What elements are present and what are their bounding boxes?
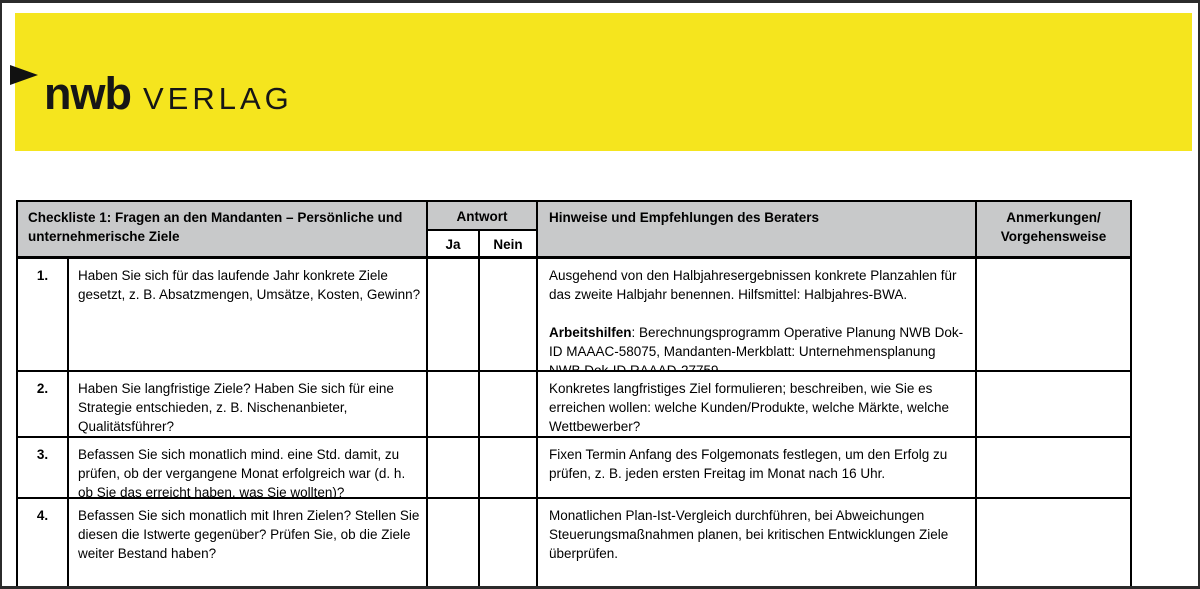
notes-cell[interactable] bbox=[977, 372, 1130, 436]
question-cell: Befassen Sie sich monatlich mit Ihren Zi… bbox=[69, 499, 426, 586]
logo-verlag-text: VERLAG bbox=[142, 81, 293, 116]
header-anmerkungen: Anmerkungen/ Vorgehensweise bbox=[977, 202, 1130, 257]
header-nein-label: Nein bbox=[493, 237, 523, 252]
hint-paragraph: Arbeitshilfen: wie 1. bbox=[549, 582, 969, 586]
header-ja: Ja bbox=[428, 231, 478, 257]
hints-cell: Fixen Termin Anfang des Folgemonats fest… bbox=[538, 438, 975, 497]
notes-cell[interactable] bbox=[977, 259, 1130, 370]
answer-nein-cell[interactable] bbox=[480, 259, 536, 370]
header-antwort: Antwort bbox=[428, 202, 536, 229]
nwb-arrow-icon bbox=[10, 65, 38, 85]
hint-paragraph: Fixen Termin Anfang des Folgemonats fest… bbox=[549, 447, 948, 481]
hints-cell: Konkretes langfristiges Ziel formulieren… bbox=[538, 372, 975, 436]
header-nein: Nein bbox=[480, 231, 536, 257]
header-checklist-title: Checkliste 1: Fragen an den Mandanten – … bbox=[18, 202, 426, 257]
hint-paragraph: Ausgehend von den Halbjahresergebnissen … bbox=[549, 268, 957, 302]
header-anmerkungen-line2: Vorgehensweise bbox=[1000, 229, 1107, 244]
row-number: 4. bbox=[18, 499, 67, 586]
brand-banner bbox=[15, 13, 1192, 151]
header-hinweise: Hinweise und Empfehlungen des Beraters bbox=[538, 202, 975, 257]
hint-paragraph: Konkretes langfristiges Ziel formulieren… bbox=[549, 381, 949, 434]
row-number: 2. bbox=[18, 372, 67, 436]
answer-ja-cell[interactable] bbox=[428, 259, 478, 370]
checklist-table: Checkliste 1: Fragen an den Mandanten – … bbox=[16, 200, 1132, 586]
header-anmerkungen-line1: Anmerkungen/ bbox=[1006, 210, 1101, 225]
answer-ja-cell[interactable] bbox=[428, 438, 478, 497]
nwb-verlag-logo: nwb VERLAG bbox=[44, 71, 293, 128]
question-cell: Befassen Sie sich monatlich mind. eine S… bbox=[69, 438, 426, 497]
hints-cell: Monatlichen Plan-Ist-Vergleich durchführ… bbox=[538, 499, 975, 586]
hint-paragraph: Arbeitshilfen: Berechnungsprogramm Opera… bbox=[549, 325, 964, 370]
hint-paragraph: Monatlichen Plan-Ist-Vergleich durchführ… bbox=[549, 508, 949, 561]
row-number: 1. bbox=[18, 259, 67, 370]
row-number: 3. bbox=[18, 438, 67, 497]
logo-nwb-text: nwb bbox=[44, 68, 132, 119]
answer-ja-cell[interactable] bbox=[428, 499, 478, 586]
answer-nein-cell[interactable] bbox=[480, 499, 536, 586]
answer-ja-cell[interactable] bbox=[428, 372, 478, 436]
notes-cell[interactable] bbox=[977, 499, 1130, 586]
question-cell: Haben Sie langfristige Ziele? Haben Sie … bbox=[69, 372, 426, 436]
notes-cell[interactable] bbox=[977, 438, 1130, 497]
hints-cell: Ausgehend von den Halbjahresergebnissen … bbox=[538, 259, 975, 370]
question-cell: Haben Sie sich für das laufende Jahr kon… bbox=[69, 259, 426, 370]
answer-nein-cell[interactable] bbox=[480, 438, 536, 497]
answer-nein-cell[interactable] bbox=[480, 372, 536, 436]
header-ja-label: Ja bbox=[445, 237, 461, 252]
